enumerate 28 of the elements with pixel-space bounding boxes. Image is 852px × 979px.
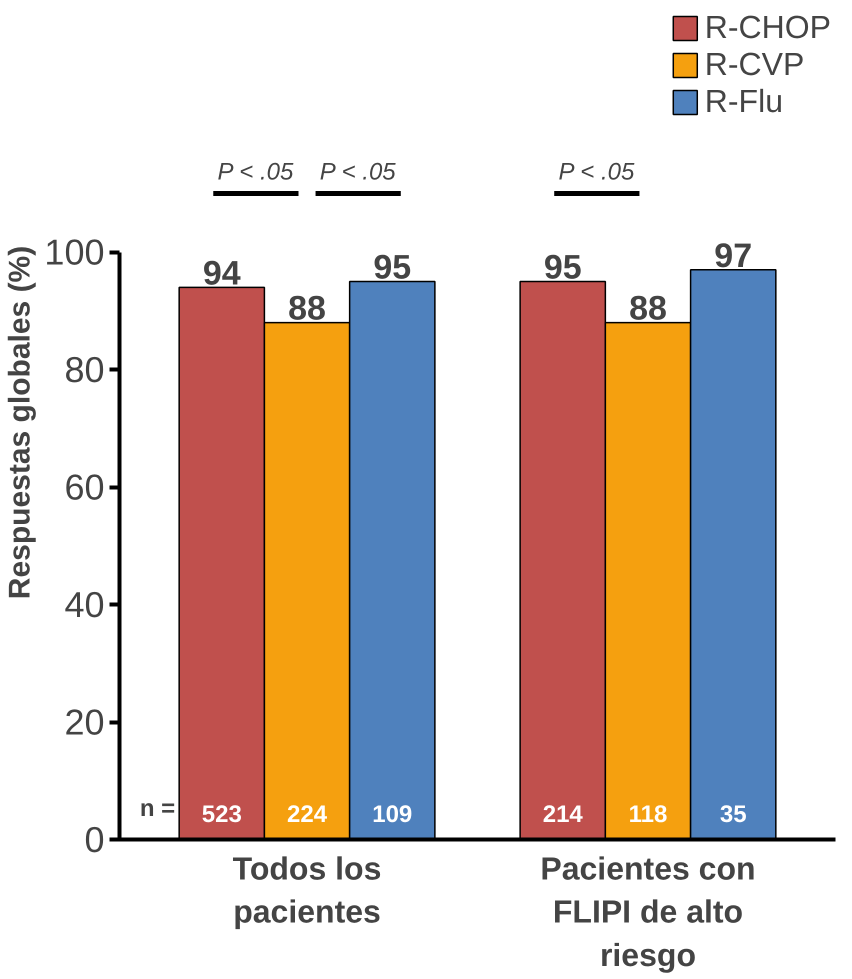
data-label: 95 xyxy=(544,248,582,287)
x-tick-label: Todos los pacientes xyxy=(232,850,382,930)
annotation: 118 xyxy=(628,800,668,828)
annotation: n = xyxy=(140,794,176,822)
text: P < .05 xyxy=(558,158,635,186)
legend-label: R-CHOP xyxy=(704,9,831,46)
y-tick-label: 0 xyxy=(84,819,105,860)
y-tick-label: 40 xyxy=(64,584,105,626)
data-label: 94 xyxy=(202,254,241,292)
data-label: 88 xyxy=(288,290,326,328)
y-tick-label: 20 xyxy=(64,702,105,743)
y-axis-title: Respuestas globales (%) xyxy=(3,246,36,600)
data-label: 88 xyxy=(629,290,667,328)
annotation: 523 xyxy=(202,800,242,828)
text: P < .05 xyxy=(320,158,396,186)
y-tick-label: 60 xyxy=(64,466,105,508)
annotation: 109 xyxy=(372,800,412,828)
annotation: 35 xyxy=(720,800,747,828)
legend-label: R-CVP xyxy=(704,46,804,83)
annotation: 214 xyxy=(542,800,584,828)
x-tick-label: Pacientes con FLIPI de alto riesgo xyxy=(540,850,756,973)
legend-label: R-Flu xyxy=(704,83,783,120)
text: P < .05 xyxy=(218,158,294,186)
annotation: 224 xyxy=(287,800,328,828)
y-tick-label: 80 xyxy=(64,349,105,390)
data-label: 97 xyxy=(714,236,752,275)
y-tick-label: 100 xyxy=(44,232,105,273)
data-label: 95 xyxy=(373,248,412,287)
